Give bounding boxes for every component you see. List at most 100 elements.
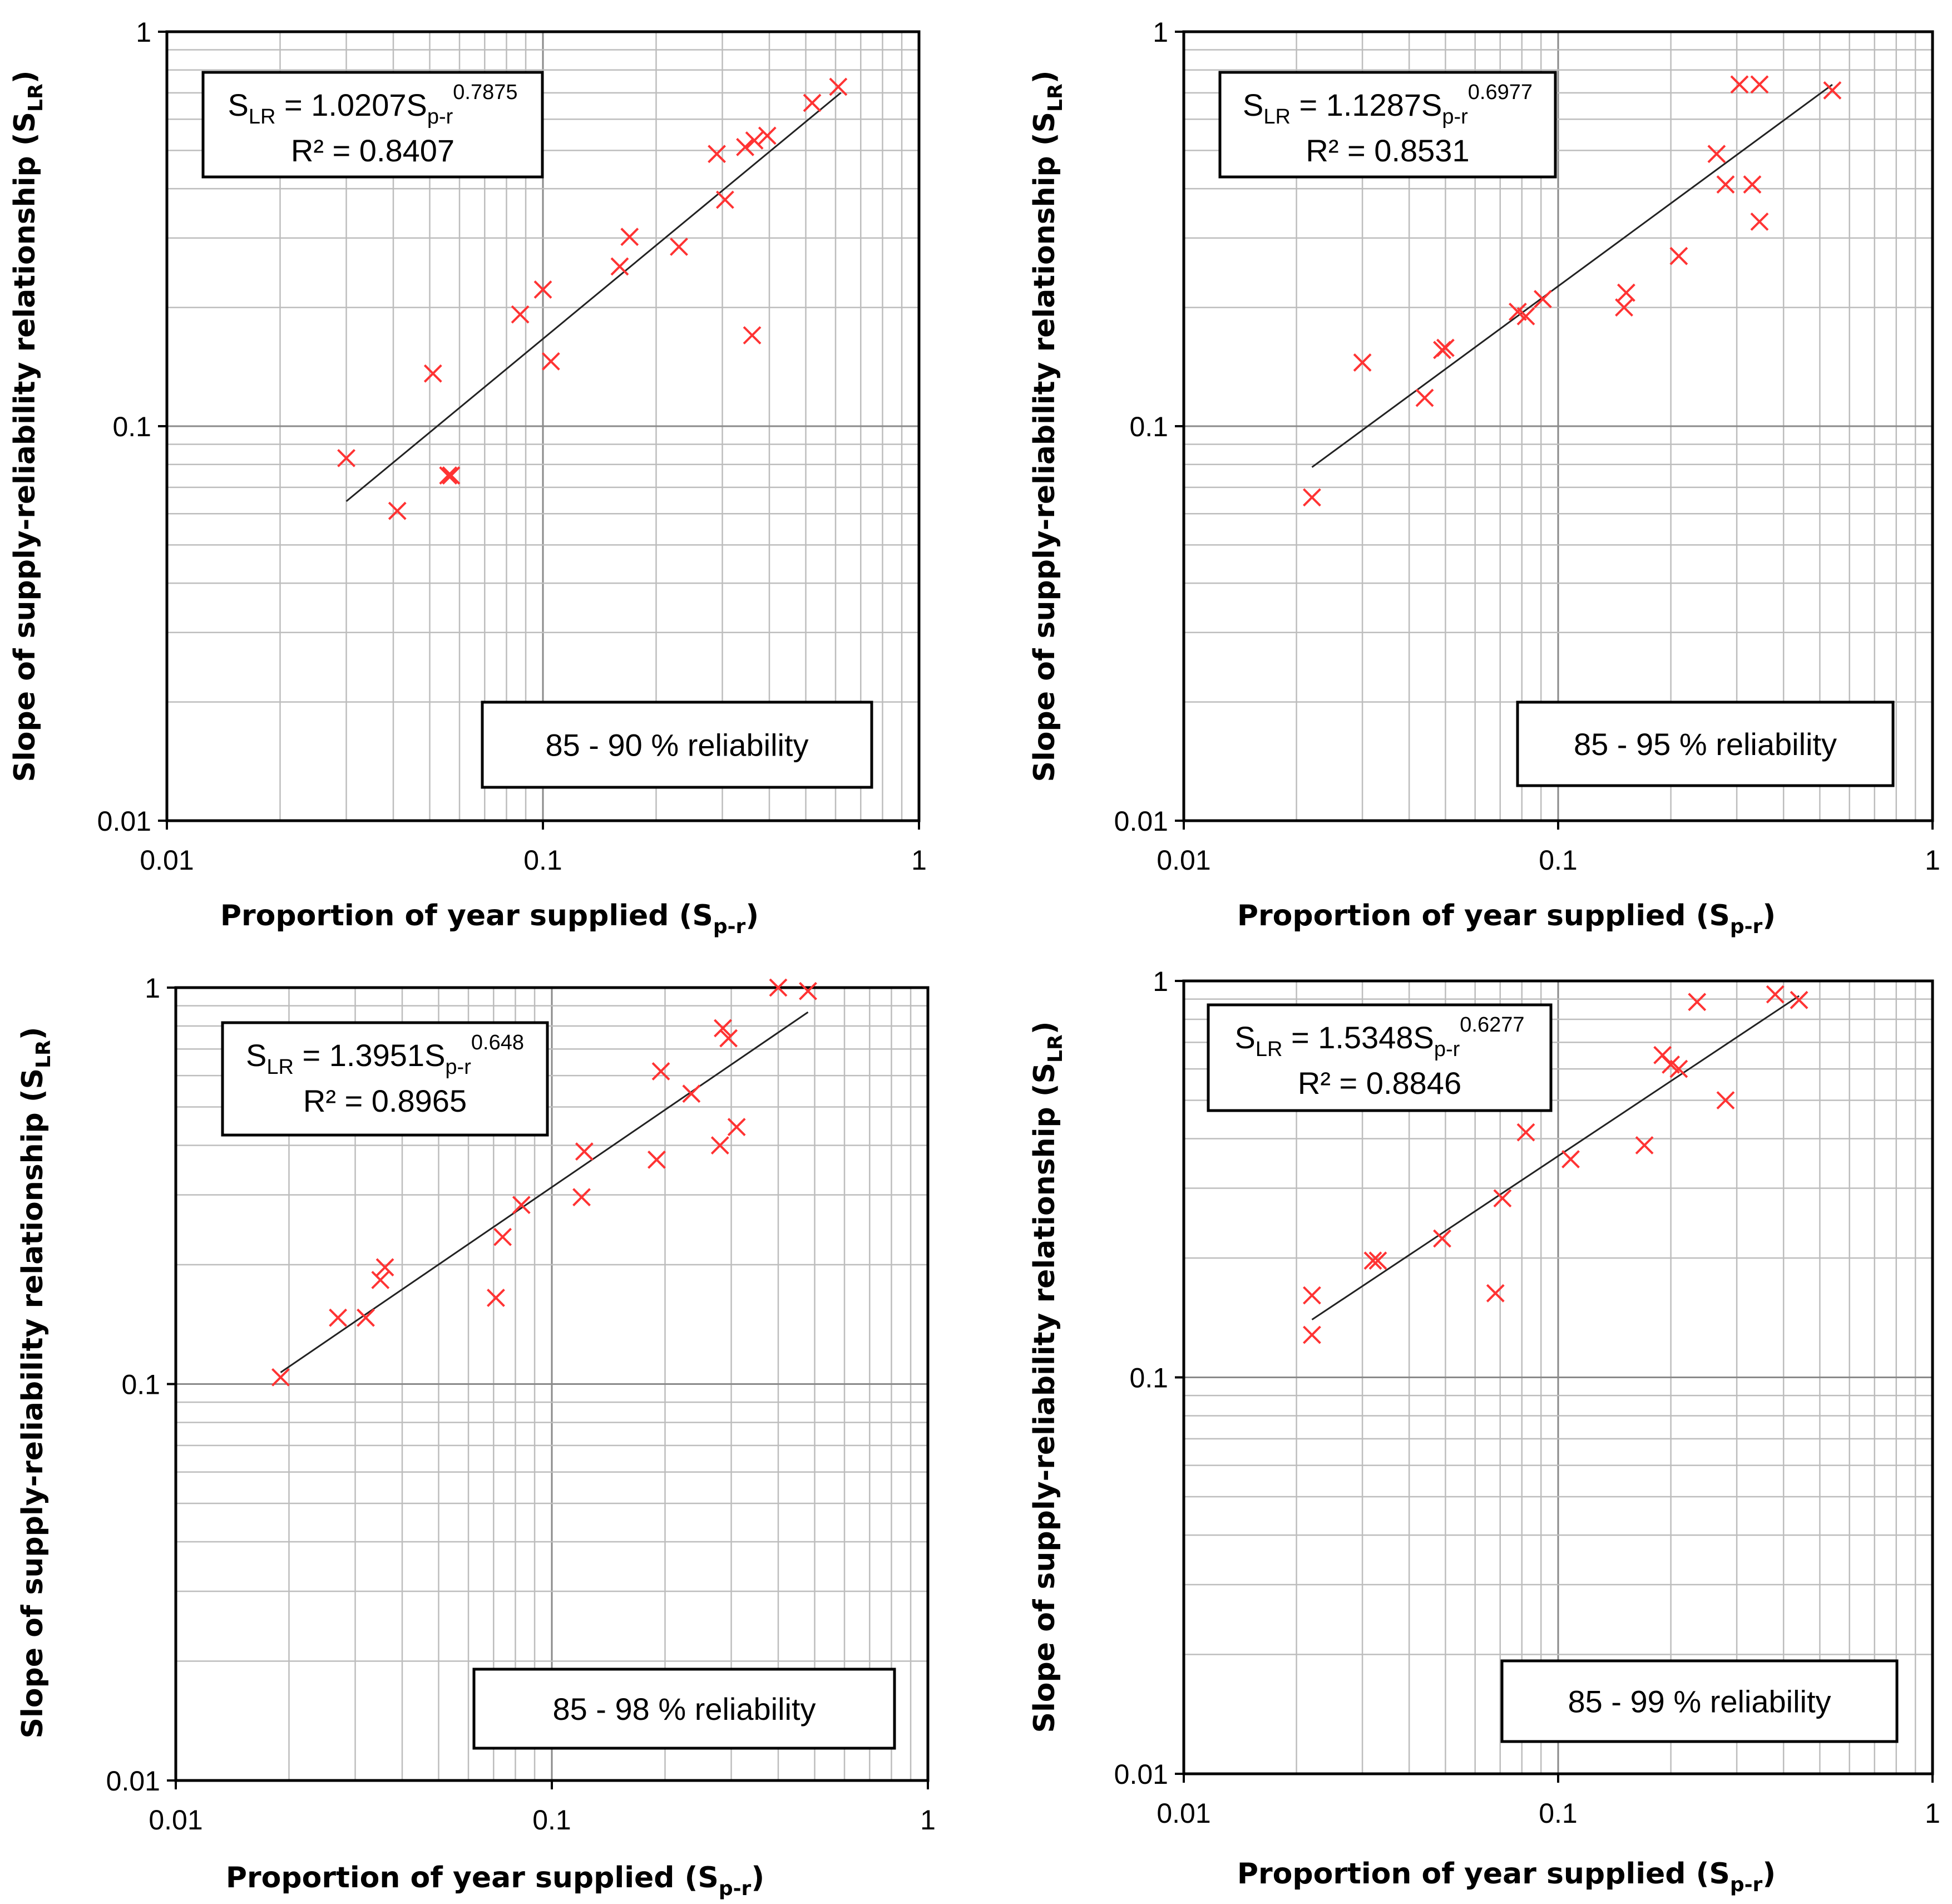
data-point [423,364,442,383]
data-point [1823,81,1842,100]
data-point [708,145,726,164]
data-point [1750,75,1769,94]
trendline-equation: SLR = 1.0207Sp-r0.7875 [228,81,517,129]
data-point [670,238,688,256]
data-point [1669,1059,1688,1078]
reliability-label: 85 - 98 % reliability [552,1691,816,1727]
r-squared: R² = 0.8407 [291,133,454,168]
reliability-label: 85 - 95 % reliability [1574,727,1837,762]
data-point [512,1196,531,1215]
data-point [375,1258,394,1277]
y-tick-label: 0.01 [1114,806,1168,837]
y-tick-label: 0.1 [1129,411,1168,442]
data-point [1303,488,1321,507]
data-point [1790,990,1808,1009]
data-point [1436,338,1455,357]
data-point [743,326,762,345]
data-point [442,466,461,485]
y-axis-title: Slope of supply-reliability relationship… [1028,1022,1067,1733]
data-point [1561,1150,1580,1168]
trendline [280,1011,809,1373]
data-point [1766,985,1785,1004]
y-tick-label: 0.01 [97,806,151,837]
trendline-equation: SLR = 1.3951Sp-r0.648 [246,1031,524,1079]
data-point [1707,145,1726,164]
trendline [1311,995,1800,1321]
data-point [357,1308,375,1327]
data-point [1534,290,1552,308]
data-point [1363,1251,1382,1270]
data-point [1615,298,1633,317]
data-point [511,305,530,324]
data-point [1716,175,1735,194]
data-point [1303,1286,1321,1305]
equation-box [1207,1003,1553,1112]
equation-box [1218,71,1557,179]
r-squared: R² = 0.8531 [1306,133,1469,168]
r-squared: R² = 0.8846 [1298,1066,1461,1101]
y-axis-title: Slope of supply-reliability relationship… [8,71,47,782]
x-tick-label: 0.1 [523,845,562,876]
data-point [799,981,817,1000]
data-point [651,1062,670,1081]
data-point [575,1142,594,1161]
data-point [493,1227,512,1246]
data-point [682,1084,701,1103]
data-point [1516,307,1535,325]
reliability-box [1516,701,1895,787]
x-tick-label: 1 [920,1804,936,1836]
x-tick-label: 0.1 [1539,845,1578,876]
x-tick-label: 0.1 [1539,1798,1578,1829]
y-tick-label: 0.1 [1129,1363,1168,1394]
y-tick-label: 1 [136,17,151,48]
data-point [1353,353,1372,372]
data-point [719,1029,738,1048]
y-tick-label: 1 [145,973,160,1004]
data-point [745,131,764,150]
data-point [727,1118,746,1136]
data-point [610,257,629,276]
x-tick-label: 0.01 [149,1804,202,1836]
equation-box [221,1021,549,1137]
chart-panel-3: 0.01 0.1 1 0.01 0.1 1 SLR = 1.3951Sp-r0.648 R² … [16,973,936,1900]
x-tick-label: 1 [1925,1798,1940,1829]
chart-panel-1: 0.01 0.1 1 0.01 0.1 1 SLR = 1.0207Sp-r0.7875 R²… [8,17,927,938]
data-point [758,126,777,145]
data-point [1750,212,1769,231]
data-point [1743,175,1762,194]
data-point [1433,1229,1451,1248]
data-point [541,352,560,371]
data-point [620,228,639,246]
y-axis-title: Slope of supply-reliability relationship… [1028,71,1067,782]
y-axis-title: Slope of supply-reliability relationship… [16,1027,55,1739]
x-tick-label: 0.01 [140,845,194,876]
data-point [487,1289,505,1307]
x-tick-label: 0.1 [532,1804,571,1836]
data-point [337,448,355,467]
r-squared: R² = 0.8965 [303,1083,467,1118]
data-point [736,137,754,156]
x-axis-title: Proportion of year supplied (Sp-r) [1237,899,1776,938]
reliability-box [472,1668,896,1750]
x-tick-label: 1 [1925,845,1940,876]
data-point [710,1136,729,1155]
data-point [1635,1136,1654,1155]
y-tick-label: 0.1 [121,1369,160,1400]
y-tick-label: 1 [1153,966,1168,997]
reliability-box [481,701,873,789]
data-point [648,1150,666,1169]
data-point [271,1368,290,1387]
reliability-label: 85 - 90 % reliability [545,728,808,763]
trendline-equation: SLR = 1.1287Sp-r0.6977 [1243,81,1533,129]
chart-panel-4: 0.01 0.1 1 0.01 0.1 1 SLR = 1.5348Sp-r0.6277 R²… [1028,966,1940,1896]
data-point [769,978,788,997]
data-point [1617,283,1635,302]
data-point [1486,1284,1505,1303]
data-point [439,466,458,485]
data-point [1493,1189,1512,1208]
y-tick-label: 0.01 [106,1765,160,1797]
x-axis-title: Proportion of year supplied (Sp-r) [226,1861,764,1900]
data-point [533,280,552,299]
data-point [1716,1091,1735,1109]
